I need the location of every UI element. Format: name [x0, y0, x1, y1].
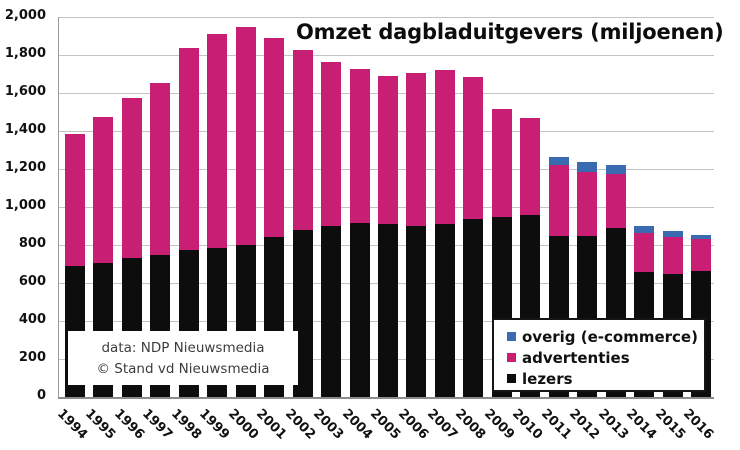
bar-segment-advertenties-2008	[463, 76, 484, 220]
gridline-1800	[59, 55, 714, 56]
bar-segment-advertenties-1998	[178, 48, 199, 250]
x-tick-label-2010: 2010	[509, 406, 546, 443]
legend-item-advertenties: advertenties	[507, 347, 704, 368]
bar-2006	[406, 73, 427, 397]
bar-segment-advertenties-1995	[93, 116, 114, 264]
bar-2008	[463, 76, 484, 397]
x-tick-label-2007: 2007	[423, 406, 461, 443]
y-tick-label-1600: 1,600	[4, 84, 46, 99]
bar-segment-lezers-2006	[406, 226, 427, 397]
x-tick-label-2011: 2011	[537, 406, 574, 443]
bar-segment-lezers-2003	[321, 226, 342, 397]
bar-segment-advertenties-2010	[520, 117, 541, 215]
bar-segment-advertenties-2005	[378, 75, 398, 225]
x-tick-label-2004: 2004	[338, 406, 375, 443]
bar-segment-advertenties-2011	[548, 165, 569, 236]
annotation-line-1: data: NDP Nieuwsmedia	[101, 340, 265, 356]
bar-segment-advertenties-2012	[577, 171, 598, 236]
legend-swatch-advertenties-icon	[507, 353, 516, 362]
bar-segment-advertenties-1996	[121, 97, 142, 259]
y-tick-label-200: 200	[18, 350, 46, 365]
bar-segment-overig-2014	[634, 226, 655, 233]
bar-segment-overig-2016	[691, 234, 711, 240]
y-tick-label-2000: 2,000	[4, 8, 46, 23]
x-tick-label-1995: 1995	[82, 406, 119, 443]
bar-segment-overig-2012	[577, 162, 598, 172]
bar-segment-advertenties-2000	[235, 26, 256, 245]
y-tick-label-1200: 1,200	[4, 160, 46, 175]
bar-segment-overig-2015	[662, 230, 683, 238]
x-tick-label-2003: 2003	[310, 406, 347, 443]
x-tick-label-2013: 2013	[594, 406, 631, 443]
bar-segment-lezers-2004	[349, 223, 370, 397]
bar-segment-advertenties-2015	[662, 237, 683, 274]
bar-segment-advertenties-1999	[207, 34, 228, 248]
bar-segment-advertenties-2004	[349, 69, 370, 224]
y-tick-label-800: 800	[18, 236, 46, 251]
x-tick-label-2002: 2002	[281, 406, 318, 443]
bar-segment-advertenties-2001	[264, 37, 285, 238]
y-tick-label-1800: 1,800	[4, 46, 46, 61]
legend-label-overig: overig (e-commerce)	[522, 327, 698, 346]
x-tick-label-2005: 2005	[367, 406, 404, 443]
bar-segment-advertenties-2013	[605, 173, 626, 228]
bar-segment-overig-2013	[605, 165, 626, 174]
bar-segment-advertenties-2003	[321, 61, 342, 226]
bar-2003	[321, 61, 342, 397]
bar-segment-overig-2011	[548, 156, 569, 166]
legend-item-overig: overig (e-commerce)	[507, 326, 704, 347]
x-tick-label-1999: 1999	[196, 406, 233, 443]
y-tick-label-1000: 1,000	[4, 198, 46, 213]
x-tick-label-1994: 1994	[54, 406, 91, 443]
legend-swatch-overig-icon	[507, 332, 516, 341]
bar-segment-advertenties-1997	[150, 82, 171, 256]
y-tick-label-1400: 1,400	[4, 122, 46, 137]
bar-segment-advertenties-2016	[691, 239, 711, 271]
bar-segment-advertenties-2007	[434, 70, 455, 225]
legend-label-advertenties: advertenties	[522, 348, 630, 367]
legend-label-lezers: lezers	[522, 369, 573, 388]
annotation-line-2: © Stand vd Nieuwsmedia	[96, 361, 270, 377]
y-tick-label-400: 400	[18, 312, 46, 327]
x-tick-label-2015: 2015	[651, 406, 688, 443]
x-tick-label-2000: 2000	[224, 406, 261, 443]
x-tick-label-2014: 2014	[623, 406, 660, 443]
bar-segment-advertenties-2002	[292, 50, 313, 230]
bar-segment-lezers-2008	[463, 219, 484, 397]
source-annotation: data: NDP Nieuwsmedia © Stand vd Nieuwsm…	[68, 331, 298, 385]
bar-2004	[349, 69, 370, 397]
x-tick-label-1996: 1996	[110, 406, 148, 443]
y-tick-label-600: 600	[18, 274, 46, 289]
bar-segment-advertenties-2009	[491, 109, 512, 217]
x-tick-label-1998: 1998	[167, 406, 205, 443]
x-tick-label-2006: 2006	[395, 406, 432, 443]
legend-item-lezers: lezers	[507, 368, 704, 389]
bar-segment-advertenties-1994	[65, 133, 85, 266]
bar-segment-lezers-2005	[378, 224, 398, 397]
legend: overig (e-commerce) advertenties lezers	[492, 318, 706, 392]
x-tick-label-2008: 2008	[452, 406, 489, 443]
chart-title: Omzet dagbladuitgevers (miljoenen)	[296, 20, 724, 44]
bar-segment-lezers-2007	[434, 224, 455, 397]
bar-2007	[434, 70, 455, 397]
gridline-2000	[59, 17, 714, 18]
bar-segment-advertenties-2006	[406, 73, 427, 226]
legend-swatch-lezers-icon	[507, 374, 516, 383]
bar-2005	[378, 75, 398, 397]
y-tick-label-0: 0	[36, 388, 46, 403]
x-tick-label-2012: 2012	[566, 406, 603, 443]
bar-segment-advertenties-2014	[634, 232, 655, 272]
x-tick-label-2001: 2001	[253, 406, 290, 443]
y-axis: 0 200 400 600 800 1,000 1,200 1,400 1,600 1,800 2,…	[0, 8, 50, 403]
x-tick-label-2009: 2009	[480, 406, 518, 443]
x-tick-label-1997: 1997	[139, 406, 176, 443]
x-tick-label-2016: 2016	[680, 406, 717, 443]
